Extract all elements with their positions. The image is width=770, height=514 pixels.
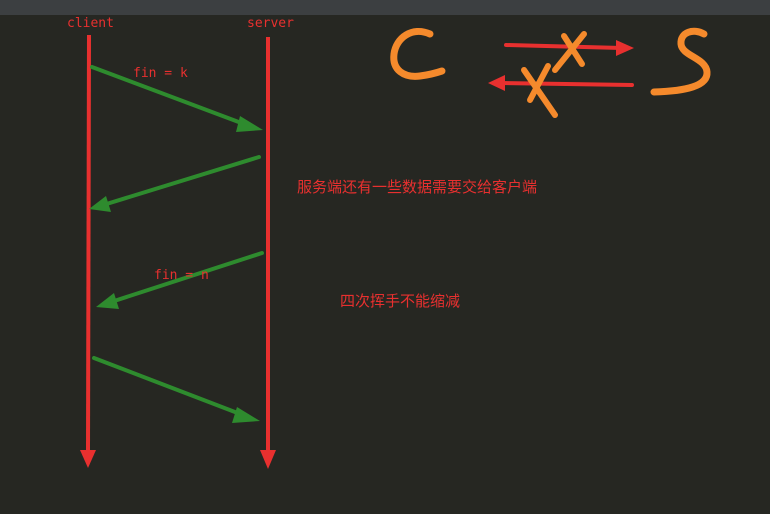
window-top-bar [0,0,770,15]
note-server-data: 服务端还有一些数据需要交给客户端 [297,178,537,196]
client-label: client [67,16,114,31]
doodle-arrow-right [504,43,624,50]
fin-label-1: fin = k [133,66,188,81]
server-label: server [247,16,294,31]
message-client-to-server-1 [90,65,263,132]
client-lifeline [80,34,96,468]
message-server-to-client-2 [96,251,264,309]
doodle-cross-top [552,31,587,73]
handwritten-c [390,28,446,80]
message-server-to-client-1 [89,155,261,212]
note-four-wave: 四次挥手不能缩减 [340,292,460,310]
doodle-arrow-left [498,81,634,87]
server-lifeline [260,37,276,469]
fin-label-2: fin = n [154,268,209,283]
handwritten-doodle [390,27,711,118]
message-client-to-server-2 [92,356,260,423]
doodle-cross-bottom [521,63,558,118]
handwritten-s [650,27,711,96]
